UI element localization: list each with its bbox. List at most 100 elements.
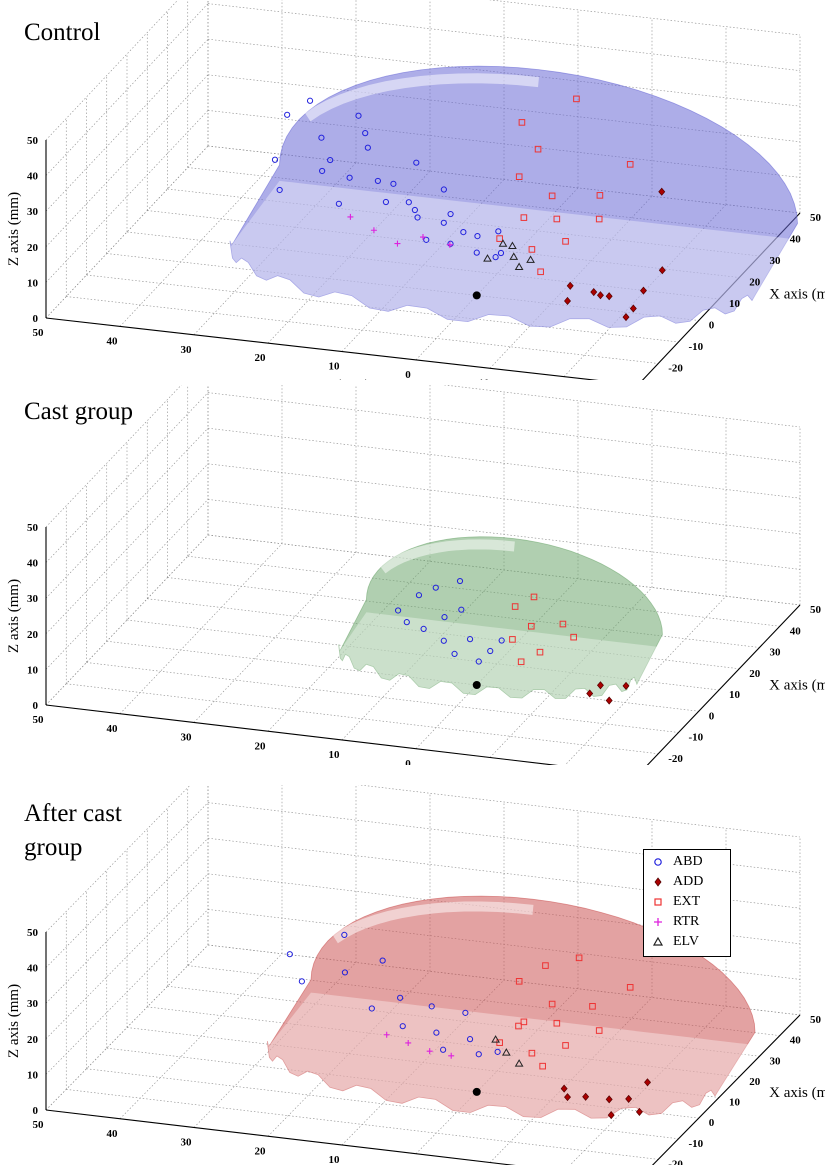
data-point-elv bbox=[491, 1035, 500, 1043]
x-axis-line bbox=[651, 1014, 801, 1165]
data-point-elv bbox=[509, 252, 519, 260]
data-point-ext bbox=[527, 622, 535, 630]
surface-dome bbox=[338, 536, 663, 699]
panel-title: Cast group bbox=[24, 398, 134, 425]
x-tick-label: 20 bbox=[749, 1076, 761, 1088]
floor-gridline bbox=[106, 640, 699, 712]
data-point-abd bbox=[286, 951, 293, 958]
floor-gridline bbox=[45, 1109, 514, 1165]
data-point-add bbox=[596, 681, 604, 690]
z-tick-label: 10 bbox=[27, 1069, 39, 1081]
floor-gridline bbox=[86, 662, 679, 733]
data-point-abd bbox=[432, 584, 439, 591]
x-tick-label: 50 bbox=[810, 212, 822, 224]
data-point-elv bbox=[514, 262, 524, 270]
z-axis-label: Z axis (mm) bbox=[6, 192, 22, 266]
data-point-add bbox=[590, 288, 598, 297]
data-point-add bbox=[639, 286, 647, 295]
data-point-ext bbox=[553, 215, 561, 223]
leftwall-gridline bbox=[45, 392, 209, 563]
data-point-abd bbox=[462, 1009, 469, 1016]
leftwall-gridline bbox=[45, 427, 209, 599]
z-tick-label: 40 bbox=[27, 558, 39, 570]
data-point-abd bbox=[466, 1036, 474, 1043]
surface-cap bbox=[267, 992, 755, 1119]
data-point-abd bbox=[487, 647, 494, 655]
leftwall-gridline bbox=[45, 110, 209, 283]
z-tick-label: 10 bbox=[27, 664, 39, 676]
floor-gridline bbox=[415, 578, 579, 749]
data-point-ext bbox=[595, 1027, 603, 1034]
floor-gridline bbox=[564, 596, 727, 765]
data-point-elv bbox=[526, 255, 535, 263]
data-point-abd bbox=[492, 254, 499, 261]
data-point-ext bbox=[553, 1019, 561, 1027]
data-point-rtr bbox=[420, 234, 426, 241]
floor-gridline bbox=[66, 296, 659, 364]
data-point-elv bbox=[514, 1059, 524, 1067]
surface-highlight bbox=[304, 73, 539, 122]
data-point-abd bbox=[440, 1046, 447, 1053]
data-point-ext bbox=[542, 962, 549, 969]
surface-dome bbox=[229, 65, 798, 328]
data-point-abd bbox=[495, 228, 502, 235]
x-axis-label: X axis (mm) bbox=[769, 1085, 825, 1101]
y-tick-label: 20 bbox=[255, 1145, 267, 1157]
x-tick-label: -10 bbox=[689, 341, 704, 353]
y-tick-label: 10 bbox=[329, 1154, 341, 1165]
data-point-rtr bbox=[448, 1052, 455, 1059]
data-point-rtr bbox=[370, 227, 377, 234]
data-point-ext bbox=[562, 1042, 569, 1049]
data-point-abd bbox=[466, 636, 474, 643]
leftwall-gridline bbox=[45, 944, 209, 1111]
leftwall-gridline bbox=[45, 3, 209, 176]
y-tick-label: 50 bbox=[33, 327, 45, 339]
data-point-abd bbox=[364, 144, 371, 151]
data-point-abd bbox=[403, 619, 410, 626]
data-point-ext bbox=[595, 215, 603, 223]
data-point-abd bbox=[379, 957, 386, 964]
data-point-ext bbox=[626, 984, 634, 991]
data-point-abd bbox=[440, 219, 447, 226]
origin-point bbox=[472, 291, 481, 300]
data-point-ext bbox=[575, 954, 583, 962]
leftwall-gridline bbox=[45, 873, 209, 1040]
z-tick-label: 30 bbox=[27, 998, 39, 1010]
x-tick-label: -20 bbox=[668, 753, 683, 765]
floor-gridline bbox=[66, 1089, 659, 1160]
data-point-abd bbox=[440, 637, 447, 644]
data-point-add bbox=[605, 696, 613, 705]
diamond-marker-icon bbox=[654, 877, 662, 887]
data-point-ext bbox=[496, 235, 503, 242]
x-tick-label: 0 bbox=[709, 710, 715, 722]
z-tick-label: 30 bbox=[27, 593, 39, 605]
x-tick-label: 50 bbox=[810, 604, 822, 616]
legend-label: ABD bbox=[673, 854, 703, 869]
data-point-ext bbox=[511, 603, 519, 610]
surface-dome bbox=[267, 895, 756, 1119]
data-point-abd bbox=[271, 156, 279, 163]
y-axis-line bbox=[45, 1109, 516, 1165]
data-point-abd bbox=[440, 186, 447, 193]
data-point-abd bbox=[355, 112, 362, 119]
floor-gridline bbox=[119, 154, 283, 327]
data-point-abd bbox=[368, 1005, 375, 1012]
backwall-gridline bbox=[207, 837, 801, 909]
leftwall-gridline bbox=[45, 534, 209, 706]
data-point-ext bbox=[562, 238, 569, 245]
data-point-abd bbox=[447, 210, 454, 218]
data-point-abd bbox=[341, 931, 348, 938]
backwall-gridline bbox=[207, 427, 801, 499]
data-point-ext bbox=[548, 192, 556, 200]
data-point-add bbox=[566, 281, 574, 290]
data-point-add bbox=[625, 1094, 633, 1103]
z-tick-label: 50 bbox=[27, 522, 39, 534]
backwall-gridline bbox=[207, 802, 801, 873]
floor-gridline bbox=[489, 587, 653, 758]
leftwall-gridline bbox=[45, 38, 209, 212]
legend-item-rtr: RTR bbox=[644, 912, 730, 932]
square-marker-icon bbox=[654, 898, 662, 906]
x-tick-label: 20 bbox=[749, 668, 761, 680]
chart-after-cast-group: 0102030405050403020100-10-20-30-30-20-10… bbox=[6, 785, 825, 1165]
